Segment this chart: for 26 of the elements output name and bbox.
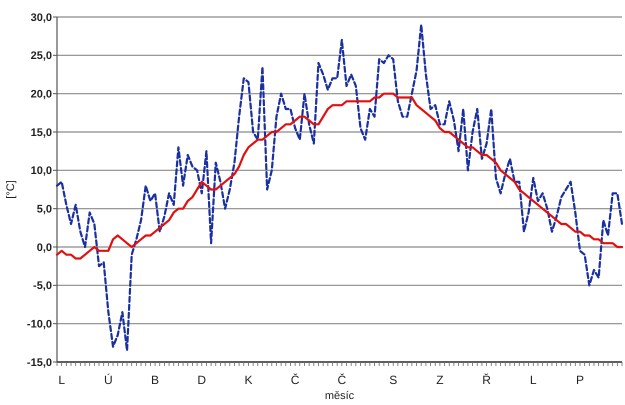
x-axis-title: měsíc: [324, 390, 355, 402]
y-tick-label: 25,0: [30, 50, 52, 62]
x-tick-label: S: [389, 373, 398, 387]
x-tick-label: Ú: [104, 373, 113, 387]
y-tick-label: -10,0: [26, 318, 52, 331]
line-series: [56, 24, 624, 352]
y-tick-label: 15,0: [30, 126, 52, 139]
y-tick-label: 10,0: [30, 165, 52, 178]
x-tick-label: B: [151, 373, 160, 387]
x-tick-label: Ř: [482, 373, 492, 387]
x-tick-label: L: [530, 373, 537, 387]
y-axis-title: [°C]: [5, 180, 17, 199]
x-tick-label: Č: [338, 373, 346, 387]
x-tick-label: L: [58, 373, 66, 387]
y-tick-label: -15,0: [26, 356, 52, 369]
x-tick-label: Č: [290, 373, 300, 387]
x-tick-label: Z: [436, 373, 444, 387]
x-tick-label: K: [244, 373, 252, 387]
y-tick-label: 20,0: [30, 88, 52, 101]
y-tick-label: 5,0: [36, 204, 52, 216]
line-series: [56, 92, 624, 260]
x-tick-label: D: [197, 373, 206, 387]
x-tick-label: P: [576, 373, 584, 387]
y-tick-label: -5,0: [33, 280, 52, 292]
y-tick-label: 30,0: [30, 12, 52, 24]
y-tick-label: 0,0: [36, 242, 52, 254]
